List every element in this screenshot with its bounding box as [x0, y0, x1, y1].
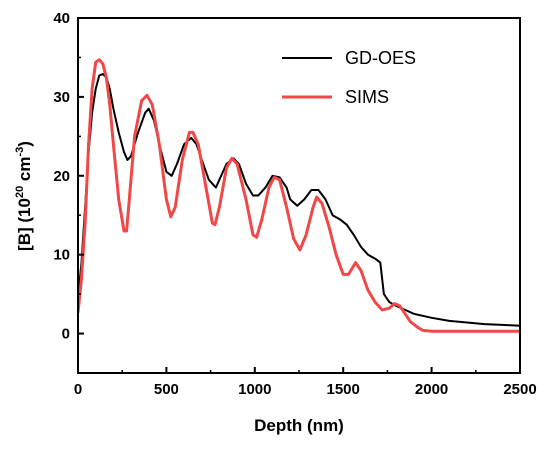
- y-axis-title-exp2: -3: [14, 147, 26, 157]
- y-tick-label: 10: [53, 247, 70, 264]
- x-tick-label: 2000: [415, 381, 448, 398]
- y-tick-label: 30: [53, 89, 70, 106]
- y-tick-label: 20: [53, 168, 70, 185]
- x-tick-label: 500: [154, 381, 179, 398]
- series-layer: [78, 58, 520, 333]
- y-tick-label: 0: [62, 326, 70, 343]
- y-axis: 0 10 20 30 40: [53, 10, 84, 343]
- series-line-sims: [78, 58, 520, 333]
- x-tick-label: 2500: [503, 381, 536, 398]
- plot-frame: [77, 17, 521, 374]
- y-axis-title-exp1: 20: [14, 186, 26, 198]
- x-tick-label: 0: [74, 381, 82, 398]
- y-tick-label: 40: [53, 10, 70, 27]
- y-axis-title-prefix: [B] (10: [15, 198, 34, 251]
- legend-label-sims: SIMS: [345, 87, 389, 107]
- x-tick-label: 1000: [238, 381, 271, 398]
- y-axis-title: [B] (1020 cm-3): [14, 141, 34, 251]
- x-axis: 0 500 1000 1500 2000 2500: [74, 367, 537, 398]
- y-axis-title-suffix: ): [15, 141, 34, 147]
- x-tick-label: 1500: [327, 381, 360, 398]
- x-axis-title: Depth (nm): [254, 416, 344, 435]
- legend: GD-OES SIMS: [282, 48, 416, 107]
- series-line-gd-oes: [78, 73, 520, 327]
- y-axis-title-mid: cm: [15, 157, 34, 186]
- legend-label-gd-oes: GD-OES: [345, 48, 416, 68]
